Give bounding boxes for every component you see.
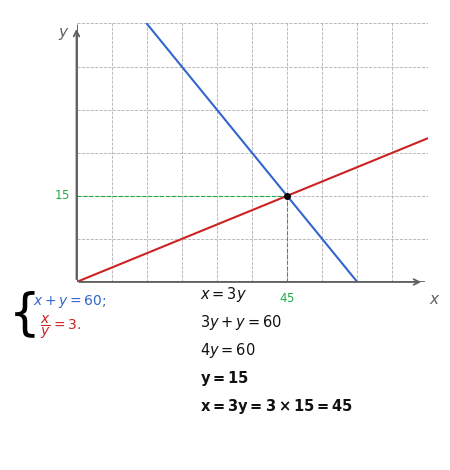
Text: $3y + y = 60$: $3y + y = 60$ xyxy=(200,313,282,332)
Text: $x = 3y$: $x = 3y$ xyxy=(200,285,247,305)
Text: $\mathbf{x = 3y = 3 \times 15 = 45}$: $\mathbf{x = 3y = 3 \times 15 = 45}$ xyxy=(200,398,353,416)
Text: $x$: $x$ xyxy=(429,292,441,307)
Text: $y$: $y$ xyxy=(58,26,69,42)
Text: $\dfrac{x}{y} = 3.$: $\dfrac{x}{y} = 3.$ xyxy=(40,313,81,341)
Text: $4y = 60$: $4y = 60$ xyxy=(200,342,256,360)
Text: $45$: $45$ xyxy=(279,292,295,306)
Text: $\mathbf{y = 15}$: $\mathbf{y = 15}$ xyxy=(200,369,249,389)
Text: $\{$: $\{$ xyxy=(8,290,36,340)
Text: $x + y = 60;$: $x + y = 60;$ xyxy=(33,293,107,311)
Text: $15$: $15$ xyxy=(54,189,69,202)
